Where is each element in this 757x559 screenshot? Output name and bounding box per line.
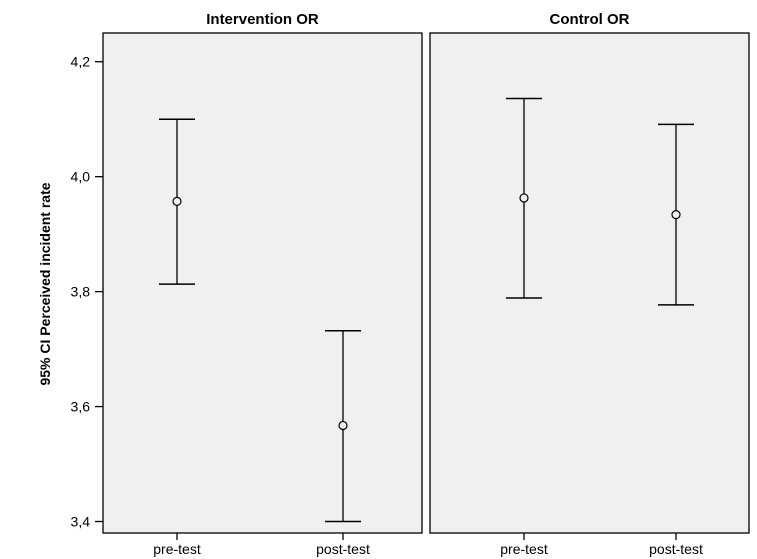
panel-title: Intervention OR xyxy=(206,11,319,28)
x-tick-label: post-test xyxy=(316,541,370,557)
y-tick-label: 3,6 xyxy=(71,399,91,415)
panel: Intervention OR pre-test post-test xyxy=(102,11,423,557)
error-bar xyxy=(658,123,694,306)
error-bar xyxy=(325,329,361,523)
panel-frame xyxy=(429,32,750,534)
x-tick-label: post-test xyxy=(649,541,703,557)
y-axis-label: 95% CI Perceived incident rate xyxy=(37,182,53,385)
panel-frame xyxy=(102,32,423,534)
error-bar xyxy=(159,118,195,285)
error-bar xyxy=(506,97,542,299)
y-tick-label: 3,4 xyxy=(71,514,91,530)
y-tick-label: 4,2 xyxy=(71,54,91,70)
y-tick-label: 3,8 xyxy=(71,284,91,300)
mean-point xyxy=(338,420,348,431)
y-tick-label: 4,0 xyxy=(71,169,91,185)
panel-title: Control OR xyxy=(550,11,630,28)
y-axis: 3,4 3,6 3,8 4,0 4,2 xyxy=(71,54,103,530)
x-tick-label: pre-test xyxy=(500,541,548,557)
mean-point xyxy=(519,193,529,203)
x-tick-label: pre-test xyxy=(153,541,201,557)
mean-point xyxy=(671,210,681,220)
mean-point xyxy=(172,196,182,206)
panel: Control OR pre-test post-test xyxy=(429,11,750,557)
